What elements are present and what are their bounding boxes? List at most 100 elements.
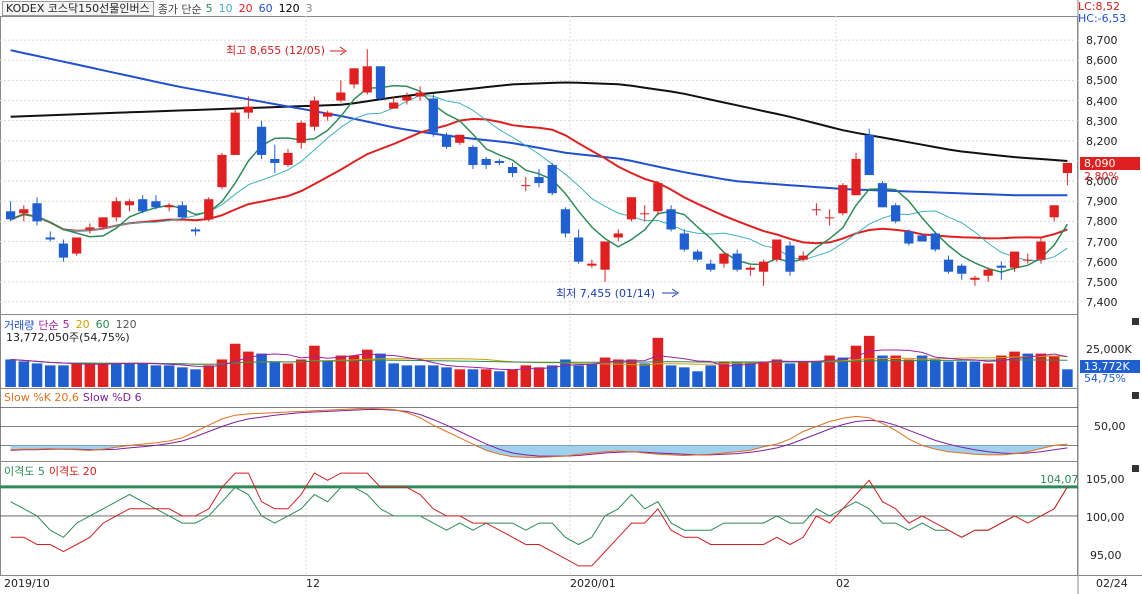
volume-bar bbox=[982, 363, 994, 387]
candle-body bbox=[587, 263, 597, 266]
volume-bar bbox=[414, 365, 426, 387]
price-tick: 7,700 bbox=[1086, 235, 1118, 249]
candle-body bbox=[640, 213, 650, 215]
volume-bar bbox=[916, 355, 928, 387]
volume-bar bbox=[599, 357, 611, 387]
volume-bar bbox=[890, 355, 901, 387]
stoch-panel-header: Slow %K 20,6 Slow %D 6 bbox=[4, 390, 142, 405]
volume-bar bbox=[837, 357, 849, 387]
volume-bar bbox=[903, 359, 915, 387]
volume-bar bbox=[996, 355, 1007, 387]
candle-body bbox=[283, 152, 293, 165]
candle-body bbox=[891, 205, 901, 222]
candle-body bbox=[362, 66, 372, 93]
candle-body bbox=[243, 106, 254, 113]
candle-body bbox=[970, 277, 980, 280]
stoch-close-icon[interactable] bbox=[1132, 392, 1139, 399]
volume-bar bbox=[639, 363, 650, 387]
candle-body bbox=[1009, 251, 1020, 268]
volume-bar bbox=[163, 365, 175, 387]
candle-body bbox=[98, 217, 108, 228]
candle-body bbox=[745, 267, 755, 270]
x-label-02-24: 02/24 bbox=[1096, 577, 1128, 590]
candle-body bbox=[877, 183, 888, 208]
candle-body bbox=[481, 158, 491, 165]
volume-last-pct: 54,75% bbox=[1084, 372, 1126, 385]
price-tick: 8,200 bbox=[1086, 134, 1118, 148]
ma-legend-item-10: 10 bbox=[218, 2, 233, 15]
panel-frame bbox=[0, 461, 1078, 576]
volume-bar bbox=[1009, 351, 1020, 387]
ma-legend: 5 10 20 60 120 3 bbox=[206, 2, 313, 15]
volume-bar bbox=[190, 369, 201, 387]
volume-title: 거래량 bbox=[4, 318, 35, 332]
price-tick: 8,400 bbox=[1086, 94, 1118, 108]
candle-body bbox=[626, 197, 637, 220]
candle-body bbox=[507, 167, 518, 174]
candle-body bbox=[719, 253, 729, 264]
disparity-close-icon[interactable] bbox=[1132, 465, 1139, 472]
candle-body bbox=[904, 231, 914, 244]
candle-body bbox=[706, 263, 716, 270]
volume-bar bbox=[520, 365, 532, 387]
candle-body bbox=[943, 259, 954, 272]
volume-bar bbox=[97, 363, 109, 387]
candle-body bbox=[785, 245, 795, 272]
volume-bar bbox=[969, 361, 981, 387]
x-label-12: 12 bbox=[306, 577, 320, 590]
volume-bar bbox=[428, 365, 439, 387]
volume-bar bbox=[784, 363, 796, 387]
volume-bar bbox=[243, 351, 254, 387]
volume-bar bbox=[5, 359, 16, 387]
volume-ma-legend-item-120: 120 bbox=[115, 318, 137, 331]
candle-body bbox=[455, 134, 465, 143]
candle-body bbox=[349, 68, 359, 85]
volume-bar bbox=[31, 363, 43, 387]
volume-bar bbox=[335, 355, 347, 387]
volume-bar bbox=[586, 363, 598, 387]
candle-body bbox=[930, 233, 940, 250]
ma-legend-item-60: 60 bbox=[258, 2, 273, 15]
volume-bar bbox=[573, 365, 584, 387]
volume-bar bbox=[84, 363, 96, 387]
candle-body bbox=[230, 112, 240, 155]
stoch-d-line bbox=[10, 409, 1068, 457]
ma-legend-item-20: 20 bbox=[238, 2, 253, 15]
volume-bar bbox=[71, 363, 82, 387]
candle-body bbox=[666, 209, 676, 230]
candle-body bbox=[256, 126, 267, 155]
volume-bar bbox=[401, 365, 413, 387]
candle-body bbox=[402, 96, 412, 101]
lc-label: LC:8,52 bbox=[1078, 0, 1121, 13]
candle-body bbox=[838, 185, 848, 214]
last-price-tag: 8,090 bbox=[1080, 157, 1140, 170]
low-annotation: 최저 7,455 (01/14) bbox=[556, 287, 656, 300]
symbol-label[interactable]: KODEX 코스닥150선물인버스 bbox=[2, 1, 154, 16]
x-label-2019-10: 2019/10 bbox=[4, 577, 50, 590]
volume-bar bbox=[480, 369, 492, 387]
volume-close-icon[interactable] bbox=[1132, 318, 1139, 325]
candle-body bbox=[494, 160, 504, 163]
disparity20-line bbox=[10, 472, 1068, 567]
disparity5-line bbox=[10, 486, 1068, 546]
disparity-panel-header: 이격도 5 이격도 20 bbox=[4, 463, 97, 478]
stoch-tick: 50,00 bbox=[1094, 420, 1126, 433]
volume-bar bbox=[758, 361, 769, 387]
candle-body bbox=[679, 233, 689, 250]
volume-bar bbox=[137, 363, 148, 387]
high-annotation: 최고 8,655 (12/05) bbox=[226, 44, 326, 57]
ma20-line bbox=[10, 117, 1068, 245]
ma60-line bbox=[10, 49, 1068, 197]
volume-bar bbox=[58, 365, 69, 387]
price-tick: 7,500 bbox=[1086, 275, 1118, 289]
candle-body bbox=[1036, 241, 1046, 260]
stoch-oversold-area bbox=[10, 445, 1068, 458]
disparity-tick-95: 95,00 bbox=[1090, 549, 1122, 562]
volume-ma5-line bbox=[10, 349, 1068, 371]
volume-bar bbox=[665, 365, 677, 387]
price-tick: 7,600 bbox=[1086, 255, 1118, 269]
volume-ma-legend-item-20: 20 bbox=[75, 318, 90, 331]
volume-panel-header: 거래량 단순 5 20 60 120 bbox=[4, 317, 137, 332]
